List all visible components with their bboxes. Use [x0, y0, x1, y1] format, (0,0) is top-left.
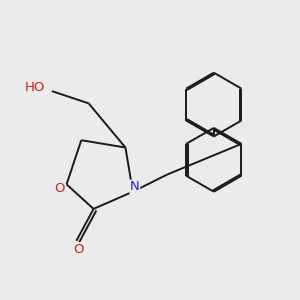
Text: O: O [74, 243, 84, 256]
Text: N: N [130, 180, 140, 193]
Text: HO: HO [25, 81, 45, 94]
Text: O: O [54, 182, 64, 195]
